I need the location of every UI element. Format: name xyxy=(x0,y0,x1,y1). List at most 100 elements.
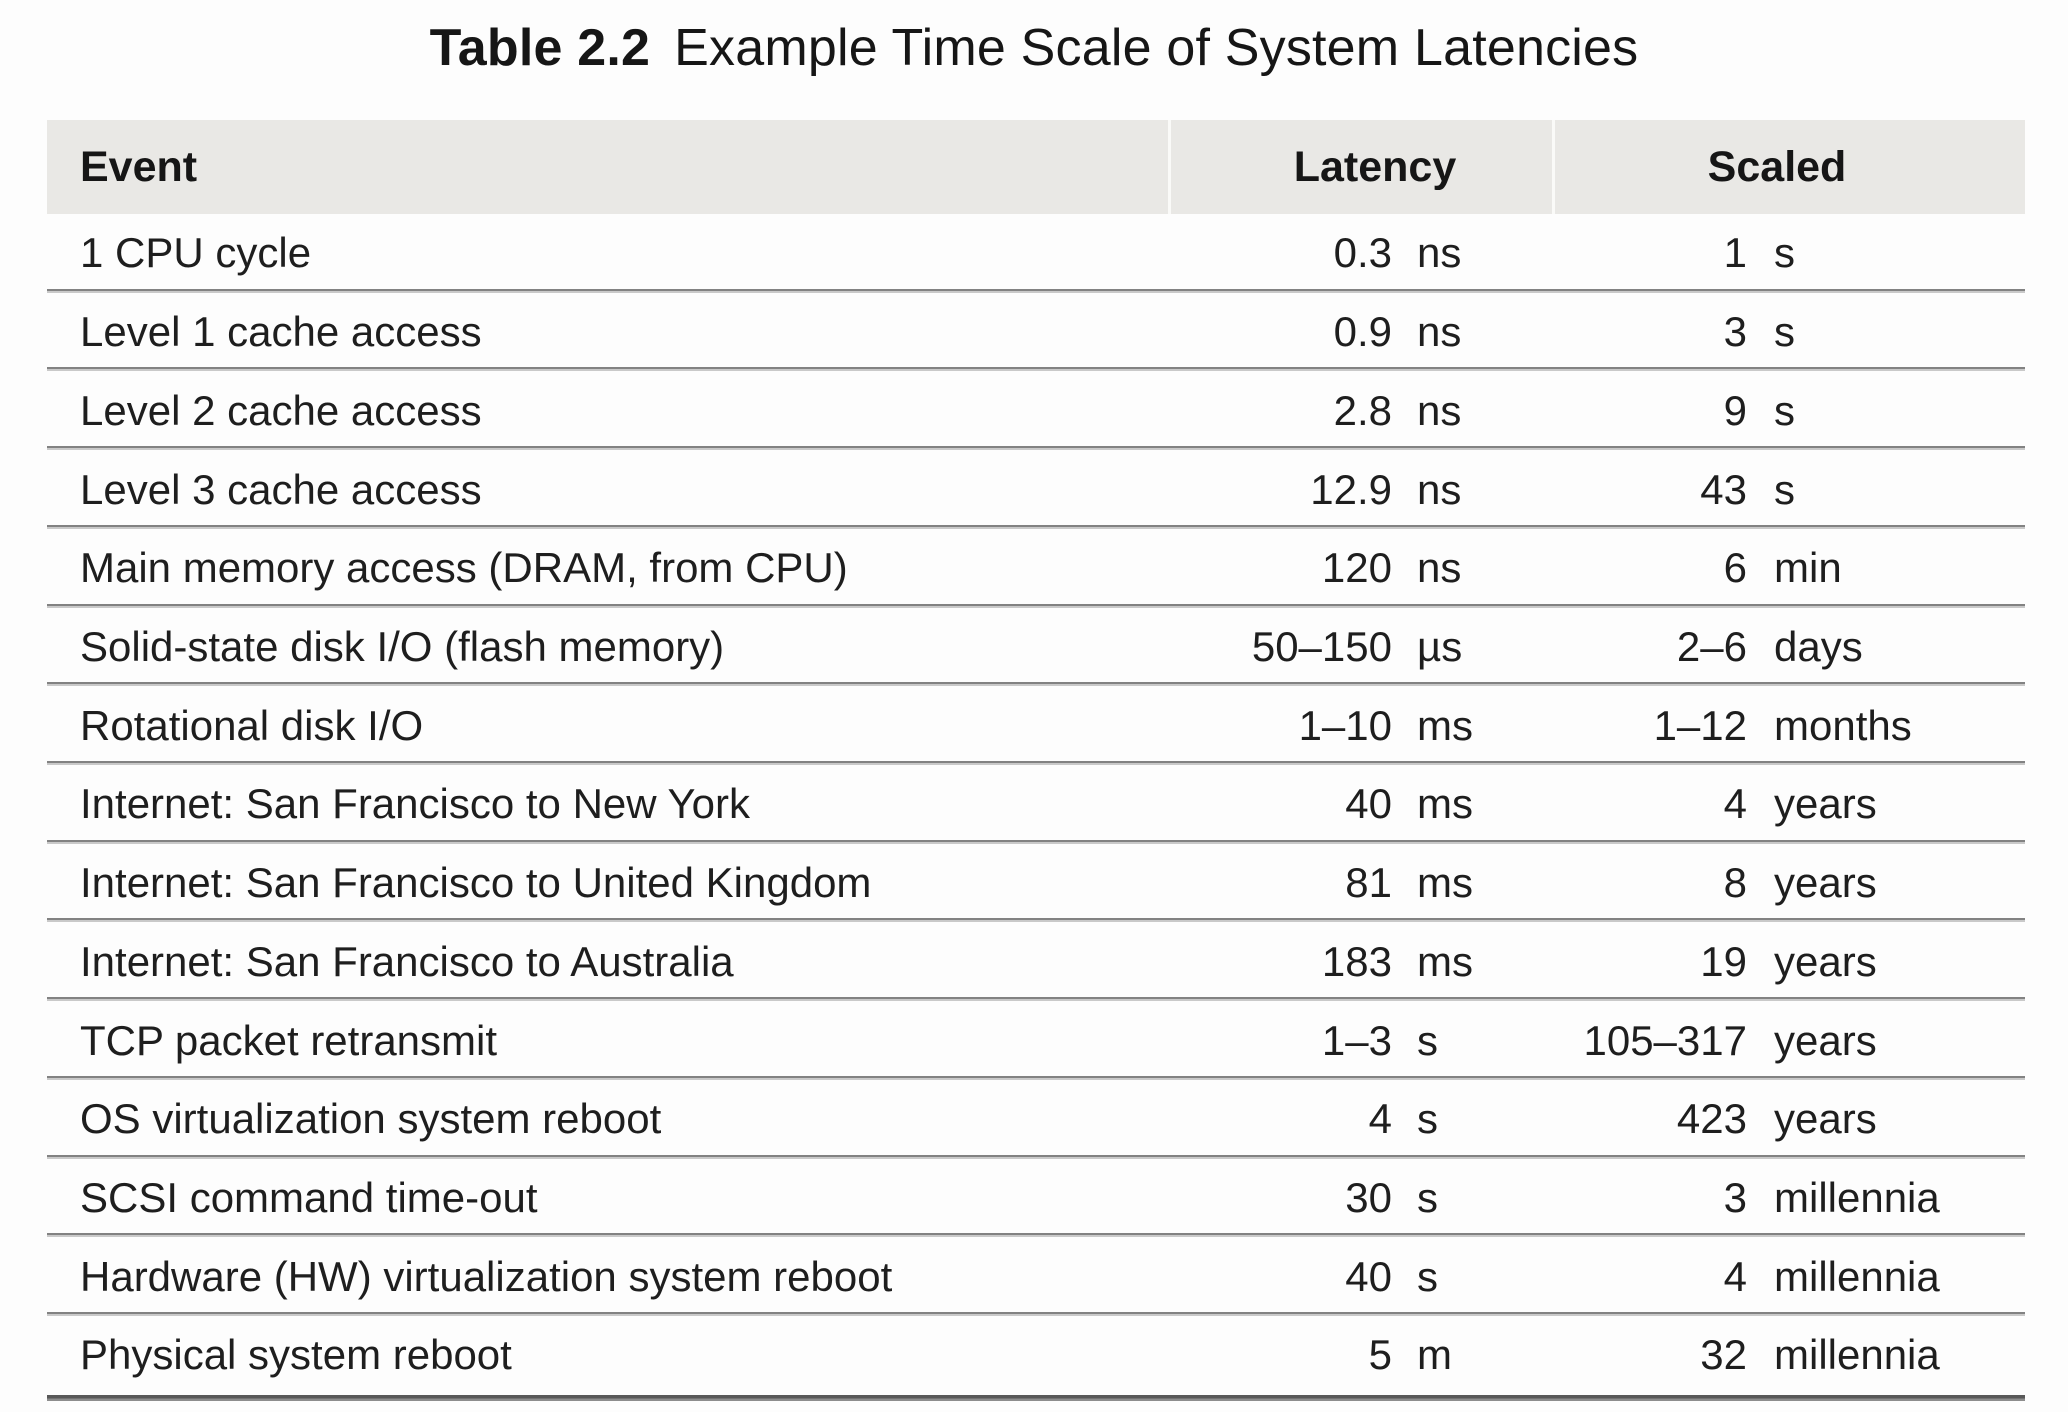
scaled-value-cell: 2–6 xyxy=(1676,622,1747,670)
table-row: Internet: San Francisco to United Kingdo… xyxy=(47,844,2025,923)
latency-unit-cell: ms xyxy=(1417,701,1473,749)
scaled-value-cell: 3 xyxy=(1723,308,1747,356)
table-row: Level 1 cache access 0.9 ns 3 s xyxy=(47,293,2025,372)
table-body: 1 CPU cycle 0.3 ns 1 s Level 1 cache acc… xyxy=(47,214,2025,1395)
table-row: OS virtualization system reboot 4 s 423 … xyxy=(47,1080,2025,1159)
latency-unit-cell: s xyxy=(1417,1173,1438,1221)
scaled-value-cell: 4 xyxy=(1723,1252,1747,1300)
table-row: Hardware (HW) virtualization system rebo… xyxy=(47,1237,2025,1316)
event-cell: Hardware (HW) virtualization system rebo… xyxy=(80,1252,893,1300)
table-row: Level 3 cache access 12.9 ns 43 s xyxy=(47,450,2025,529)
scaled-value-cell: 105–317 xyxy=(1583,1016,1747,1064)
event-cell: Level 2 cache access xyxy=(80,386,482,434)
latency-unit-cell: m xyxy=(1417,1331,1452,1379)
scaled-value-cell: 1–12 xyxy=(1653,701,1747,749)
latency-table: Event Latency Scaled 1 CPU cycle 0.3 ns … xyxy=(47,120,2025,1401)
scaled-value-cell: 3 xyxy=(1723,1173,1747,1221)
latency-unit-cell: ns xyxy=(1417,229,1462,277)
column-header-latency: Latency xyxy=(1293,143,1457,191)
latency-value-cell: 2.8 xyxy=(1333,386,1392,434)
latency-value-cell: 183 xyxy=(1321,937,1392,985)
latency-value-cell: 5 xyxy=(1368,1331,1392,1379)
event-cell: Rotational disk I/O xyxy=(80,701,424,749)
latency-unit-cell: s xyxy=(1417,1095,1438,1143)
scaled-unit-cell: days xyxy=(1774,622,1863,670)
scaled-unit-cell: s xyxy=(1774,386,1795,434)
column-header-event: Event xyxy=(80,143,198,191)
scaled-unit-cell: months xyxy=(1774,701,1912,749)
event-cell: Internet: San Francisco to New York xyxy=(80,780,751,828)
scaled-value-cell: 8 xyxy=(1723,859,1747,907)
latency-value-cell: 120 xyxy=(1321,544,1392,592)
event-cell: Internet: San Francisco to Australia xyxy=(80,937,734,985)
latency-unit-cell: ms xyxy=(1417,780,1473,828)
event-cell: Physical system reboot xyxy=(80,1331,512,1379)
event-cell: Internet: San Francisco to United Kingdo… xyxy=(80,859,872,907)
latency-unit-cell: ns xyxy=(1417,465,1462,513)
table-row: Physical system reboot 5 m 32 millennia xyxy=(47,1316,2025,1395)
latency-value-cell: 12.9 xyxy=(1310,465,1392,513)
scaled-unit-cell: years xyxy=(1774,1095,1877,1143)
event-cell: 1 CPU cycle xyxy=(80,229,312,277)
latency-unit-cell: ns xyxy=(1417,308,1462,356)
scaled-unit-cell: s xyxy=(1774,465,1795,513)
scaled-value-cell: 1 xyxy=(1723,229,1747,277)
scaled-unit-cell: millennia xyxy=(1774,1331,1940,1379)
scaled-unit-cell: years xyxy=(1774,937,1877,985)
table-title-text: Example Time Scale of System Latencies xyxy=(674,19,1639,77)
scaled-value-cell: 423 xyxy=(1676,1095,1747,1143)
scaled-unit-cell: s xyxy=(1774,229,1795,277)
latency-value-cell: 1–10 xyxy=(1298,701,1392,749)
column-header-scaled: Scaled xyxy=(1707,143,1847,191)
scaled-value-cell: 4 xyxy=(1723,780,1747,828)
latency-value-cell: 0.9 xyxy=(1333,308,1392,356)
table-row: Main memory access (DRAM, from CPU) 120 … xyxy=(47,529,2025,608)
scaled-unit-cell: millennia xyxy=(1774,1173,1940,1221)
table-title: Table 2.2 Example Time Scale of System La… xyxy=(0,18,2068,78)
latency-unit-cell: ns xyxy=(1417,386,1462,434)
scaled-unit-cell: s xyxy=(1774,308,1795,356)
scaled-value-cell: 43 xyxy=(1700,465,1747,513)
table-bottom-border xyxy=(47,1394,2025,1401)
latency-value-cell: 40 xyxy=(1345,1252,1392,1300)
latency-unit-cell: ms xyxy=(1417,937,1473,985)
scaled-value-cell: 19 xyxy=(1700,937,1747,985)
event-cell: Solid-state disk I/O (flash memory) xyxy=(80,622,725,670)
scaled-value-cell: 32 xyxy=(1700,1331,1747,1379)
header-column-divider xyxy=(1552,120,1555,214)
table-row: 1 CPU cycle 0.3 ns 1 s xyxy=(47,214,2025,293)
table-row: SCSI command time-out 30 s 3 millennia xyxy=(47,1159,2025,1238)
event-cell: Level 3 cache access xyxy=(80,465,482,513)
event-cell: TCP packet retransmit xyxy=(80,1016,498,1064)
table-row: Solid-state disk I/O (flash memory) 50–1… xyxy=(47,608,2025,687)
scaled-value-cell: 9 xyxy=(1723,386,1747,434)
table-row: Internet: San Francisco to New York 40 m… xyxy=(47,765,2025,844)
latency-unit-cell: ms xyxy=(1417,859,1473,907)
event-cell: Level 1 cache access xyxy=(80,308,482,356)
latency-value-cell: 30 xyxy=(1345,1173,1392,1221)
latency-value-cell: 40 xyxy=(1345,780,1392,828)
latency-value-cell: 1–3 xyxy=(1321,1016,1392,1064)
table-row: TCP packet retransmit 1–3 s 105–317 year… xyxy=(47,1001,2025,1080)
scaled-unit-cell: millennia xyxy=(1774,1252,1940,1300)
scaled-unit-cell: years xyxy=(1774,859,1877,907)
table-header-row: Event Latency Scaled xyxy=(47,120,2025,214)
latency-value-cell: 81 xyxy=(1345,859,1392,907)
event-cell: OS virtualization system reboot xyxy=(80,1095,662,1143)
latency-value-cell: 4 xyxy=(1368,1095,1392,1143)
latency-unit-cell: s xyxy=(1417,1252,1438,1300)
table-number: Table 2.2 xyxy=(429,19,651,77)
latency-value-cell: 0.3 xyxy=(1333,229,1392,277)
scaled-value-cell: 6 xyxy=(1723,544,1747,592)
scaled-unit-cell: years xyxy=(1774,780,1877,828)
scaled-unit-cell: min xyxy=(1774,544,1842,592)
table-row: Rotational disk I/O 1–10 ms 1–12 months xyxy=(47,686,2025,765)
scaled-unit-cell: years xyxy=(1774,1016,1877,1064)
latency-unit-cell: ns xyxy=(1417,544,1462,592)
header-column-divider xyxy=(1168,120,1171,214)
latency-value-cell: 50–150 xyxy=(1251,622,1392,670)
latency-unit-cell: s xyxy=(1417,1016,1438,1064)
table-row: Level 2 cache access 2.8 ns 9 s xyxy=(47,371,2025,450)
latency-unit-cell: µs xyxy=(1417,622,1463,670)
